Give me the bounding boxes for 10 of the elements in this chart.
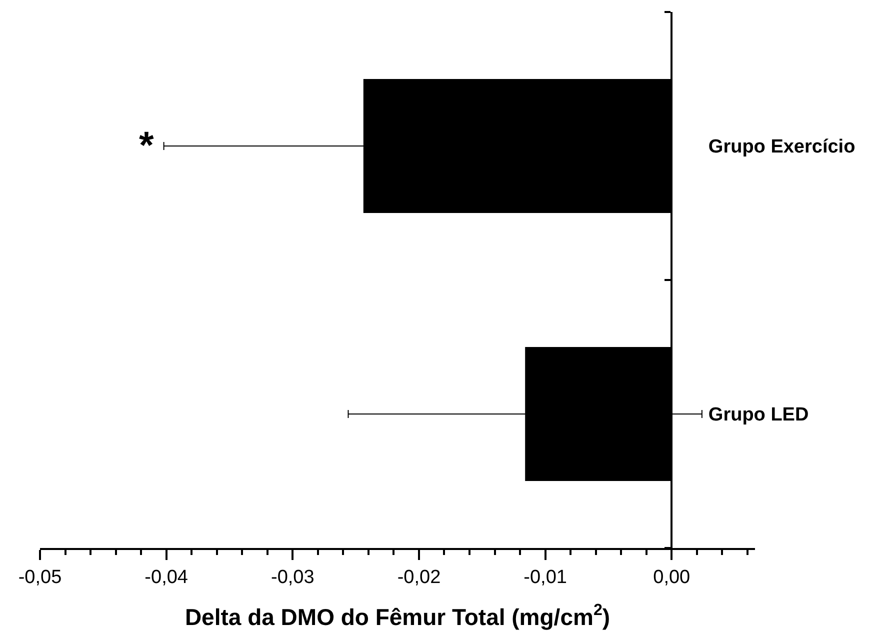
x-tick-label: -0,05 [18,566,62,588]
x-tick-label: 0,00 [653,566,690,588]
x-tick-label: -0,04 [144,566,188,588]
annotation: * [139,125,154,167]
x-tick-label: -0,03 [270,566,314,588]
y-tick-label: Grupo LED [708,404,809,426]
x-tick-label: -0,02 [397,566,441,588]
x-tick-label: -0,01 [524,566,567,588]
y-tick-label: Grupo Exercício [708,136,856,158]
x-axis-title: Delta da DMO do Fêmur Total (mg/cm$^{2}$) [184,601,610,630]
